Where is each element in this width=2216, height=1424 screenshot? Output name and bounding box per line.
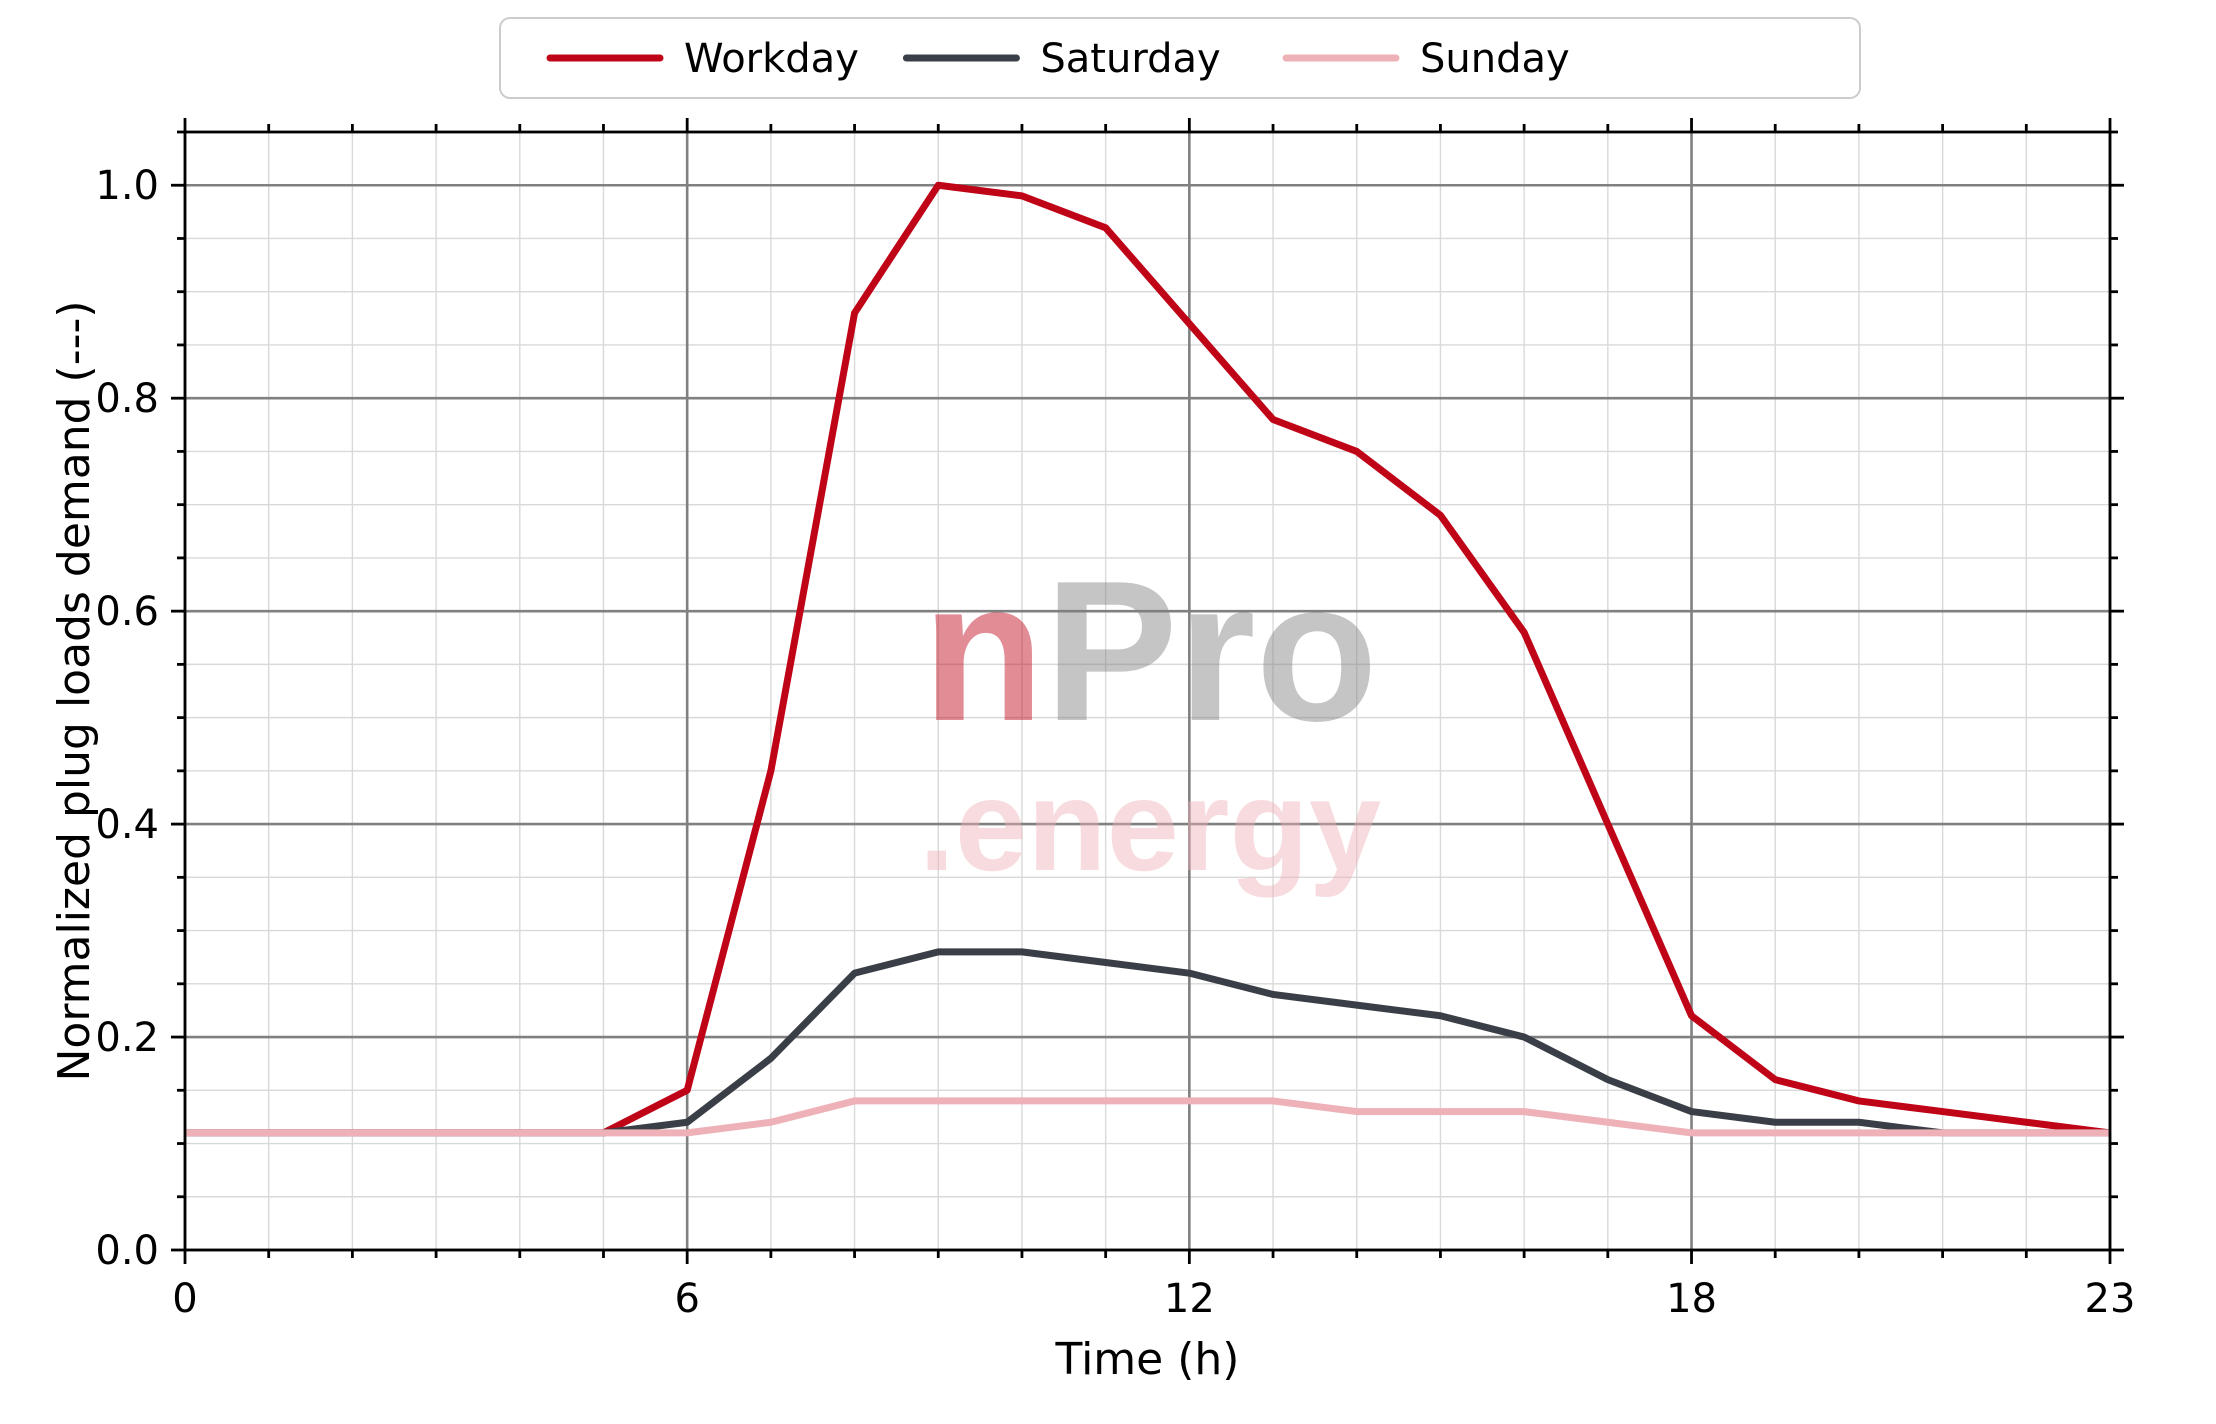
x-tick-label: 12: [1164, 1276, 1215, 1322]
y-tick-label: 1.0: [95, 163, 159, 209]
x-tick-label: 18: [1666, 1276, 1717, 1322]
y-tick-label: 0.8: [95, 376, 159, 422]
legend-label: Saturday: [1040, 36, 1220, 82]
watermark: nPro.energy: [919, 540, 1381, 898]
y-axis-label: Normalized plug loads demand (---): [49, 301, 100, 1082]
legend: Workday Saturday Sunday: [500, 18, 1860, 98]
line-chart: nPro.energy 0 6 12 18 23 0.0 0.2 0.4 0.6 0.8 1.0 Tim…: [0, 0, 2216, 1424]
svg-text:nPro: nPro: [922, 540, 1378, 763]
x-tick-label: 0: [172, 1276, 197, 1322]
legend-label: Workday: [684, 36, 859, 82]
y-tick-label: 0.0: [95, 1228, 159, 1274]
y-tick-label: 0.2: [95, 1015, 159, 1061]
chart-svg: nPro.energy 0 6 12 18 23 0.0 0.2 0.4 0.6 0.8 1.0 Tim…: [0, 0, 2216, 1424]
svg-text:.energy: .energy: [919, 752, 1381, 898]
x-axis-label: Time (h): [1055, 1334, 1240, 1385]
y-tick-label: 0.6: [95, 589, 159, 635]
y-tick-label: 0.4: [95, 802, 159, 848]
x-tick-label: 6: [674, 1276, 699, 1322]
x-tick-label: 23: [2085, 1276, 2136, 1322]
legend-label: Sunday: [1420, 36, 1570, 82]
